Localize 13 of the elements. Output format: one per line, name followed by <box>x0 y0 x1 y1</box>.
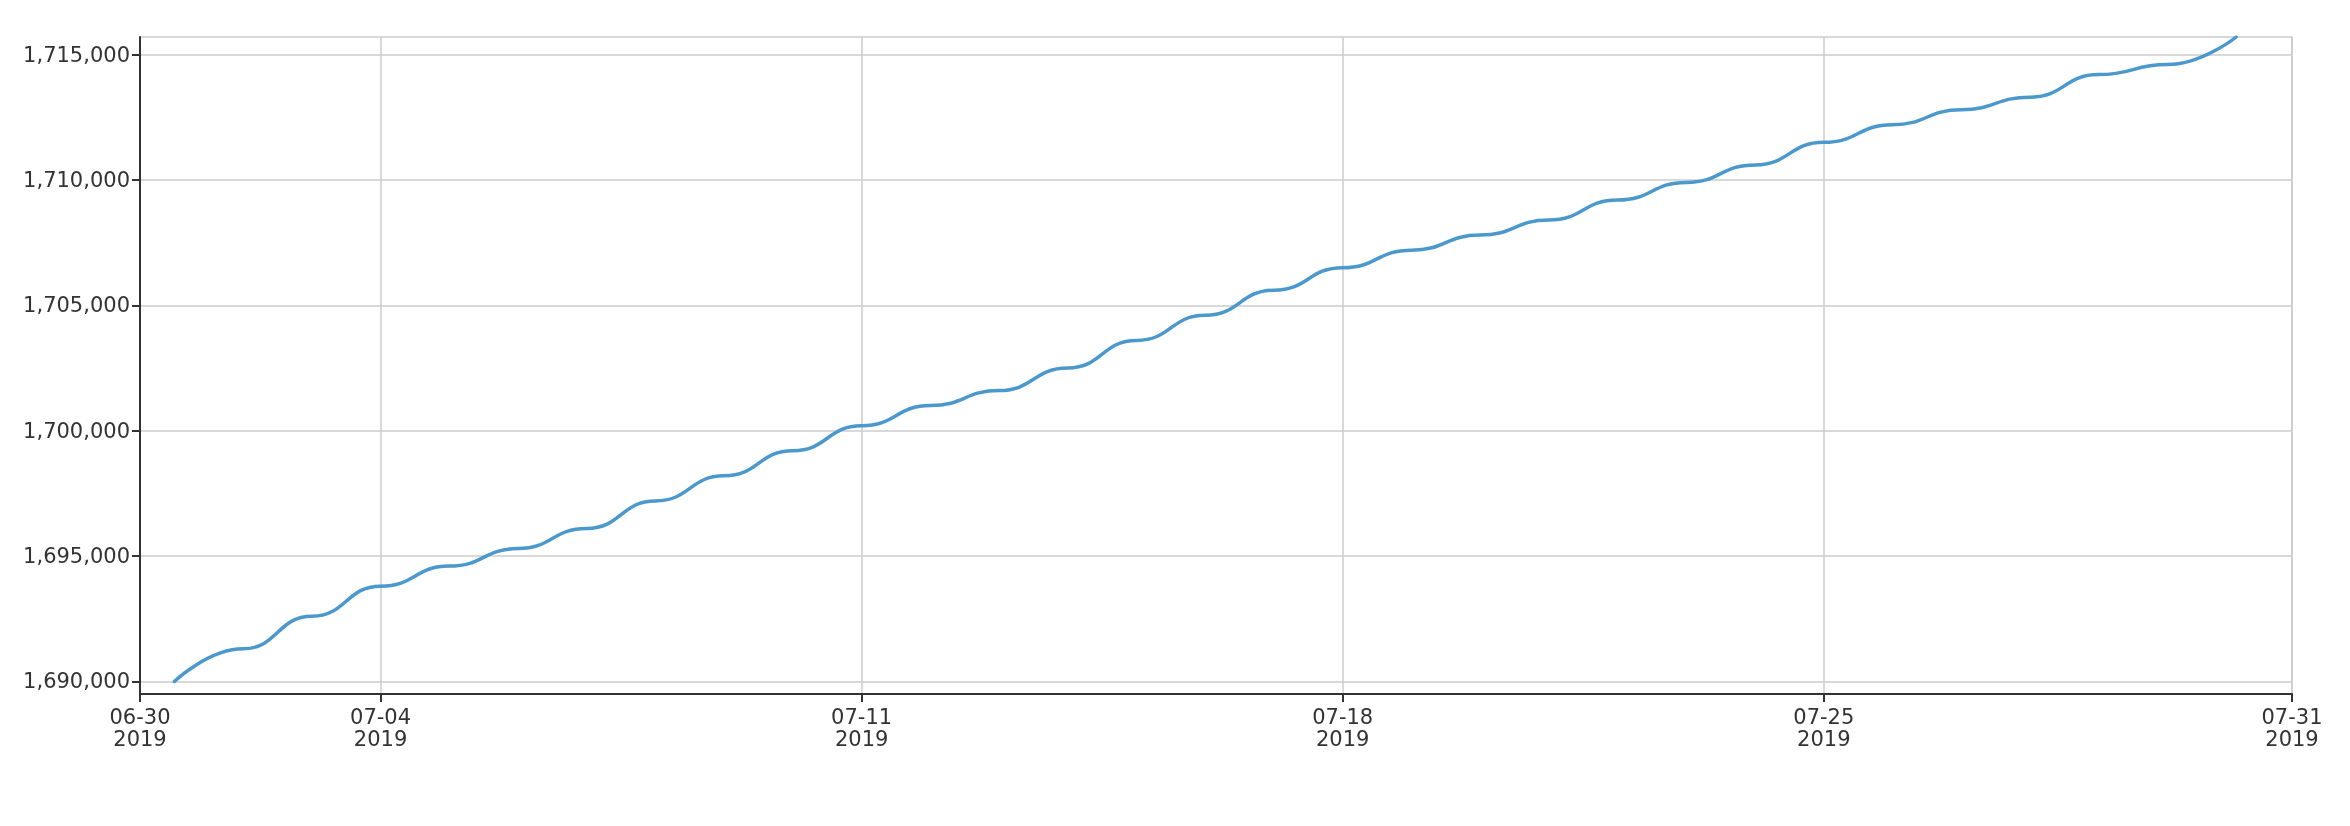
x-tick-label: 07-25 2019 <box>1793 705 1855 751</box>
y-tick-label: 1,705,000 <box>23 293 130 318</box>
x-tick-label: 07-11 2019 <box>831 705 893 751</box>
x-tick-label: 07-31 2019 <box>2261 705 2323 751</box>
x-tick-label: 06-30 2019 <box>109 705 171 751</box>
y-tick-label: 1,715,000 <box>23 42 130 67</box>
y-tick-label: 1,700,000 <box>23 418 130 443</box>
x-tick-label: 07-04 2019 <box>350 705 412 751</box>
y-tick-label: 1,710,000 <box>23 167 130 192</box>
x-tick-label: 07-18 2019 <box>1312 705 1374 751</box>
line-series <box>172 35 2238 684</box>
y-tick-label: 1,690,000 <box>23 669 130 694</box>
y-tick-label: 1,695,000 <box>23 544 130 569</box>
